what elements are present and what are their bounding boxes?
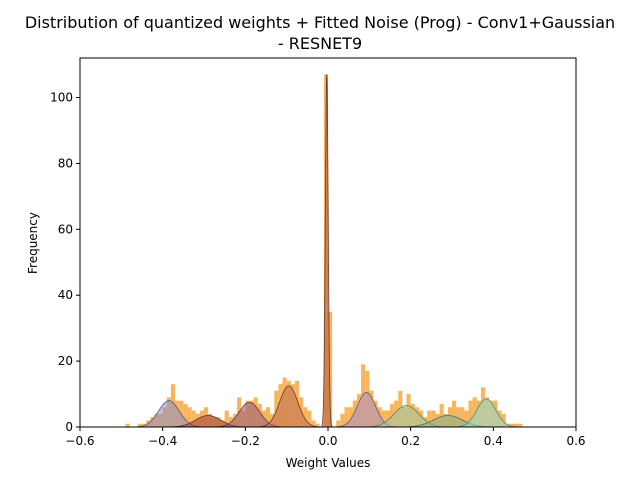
x-tick-label: 0.4	[484, 434, 503, 448]
histogram-bar	[390, 403, 395, 427]
histogram-bar	[336, 420, 341, 427]
histogram-bar	[468, 400, 473, 427]
plot-area	[125, 74, 525, 428]
histogram-bar	[183, 403, 188, 427]
histogram-bar	[460, 407, 465, 427]
histogram-bar	[464, 410, 469, 427]
histogram-bar	[472, 397, 477, 427]
gaussian-curves	[127, 74, 525, 428]
y-axis-ticks: 0 20 40 60 80 100	[50, 91, 80, 434]
histogram-bar	[431, 410, 436, 427]
histogram-bar	[518, 423, 523, 427]
y-axis-label: Frequency	[26, 212, 40, 274]
histogram-bar	[266, 407, 271, 427]
histogram-bar	[311, 420, 316, 427]
histogram-bar	[191, 410, 196, 427]
histogram-bar	[303, 407, 308, 427]
y-tick-label: 40	[58, 288, 73, 302]
x-tick-label: −0.6	[65, 434, 94, 448]
y-tick-label: 0	[65, 420, 73, 434]
gaussian-fit-curve	[320, 74, 333, 428]
histogram-bar	[315, 423, 320, 427]
y-tick-label: 100	[50, 91, 73, 105]
x-tick-label: 0.2	[401, 434, 420, 448]
x-tick-label: −0.4	[148, 434, 177, 448]
histogram-bar	[187, 407, 192, 427]
histogram-bar	[439, 403, 444, 427]
x-axis-ticks: −0.6 −0.4 −0.2 0.0 0.2 0.4 0.6	[65, 427, 586, 448]
histogram-bar	[514, 423, 519, 427]
histogram-bar	[224, 410, 229, 427]
y-tick-label: 80	[58, 156, 73, 170]
histogram-bar	[348, 407, 353, 427]
histogram-bar	[427, 410, 432, 427]
histogram-bar	[344, 407, 349, 427]
x-tick-label: −0.2	[231, 434, 260, 448]
histogram-bar	[137, 423, 142, 427]
histogram-bar	[340, 413, 345, 427]
gaussian-fit-curve	[447, 398, 525, 428]
histogram-bar	[125, 423, 130, 427]
y-tick-label: 60	[58, 222, 73, 236]
histogram-bar	[452, 400, 457, 427]
x-tick-label: 0.0	[318, 434, 337, 448]
histogram-bar	[381, 410, 386, 427]
histogram-bar	[509, 423, 514, 427]
histogram-bar	[274, 390, 279, 427]
histogram-bar	[501, 413, 506, 427]
histogram-bar	[456, 407, 461, 427]
chart-title-line-1: Distribution of quantized weights + Fitt…	[25, 13, 615, 32]
x-axis-label: Weight Values	[286, 456, 371, 470]
chart-title-line-2: - RESNET9	[278, 34, 362, 53]
gaussian-fit-curve	[251, 385, 326, 428]
histogram-bar	[307, 410, 312, 427]
x-tick-label: 0.6	[566, 434, 585, 448]
histogram-bar	[328, 311, 333, 427]
histogram-bar	[385, 410, 390, 427]
y-tick-label: 20	[58, 354, 73, 368]
